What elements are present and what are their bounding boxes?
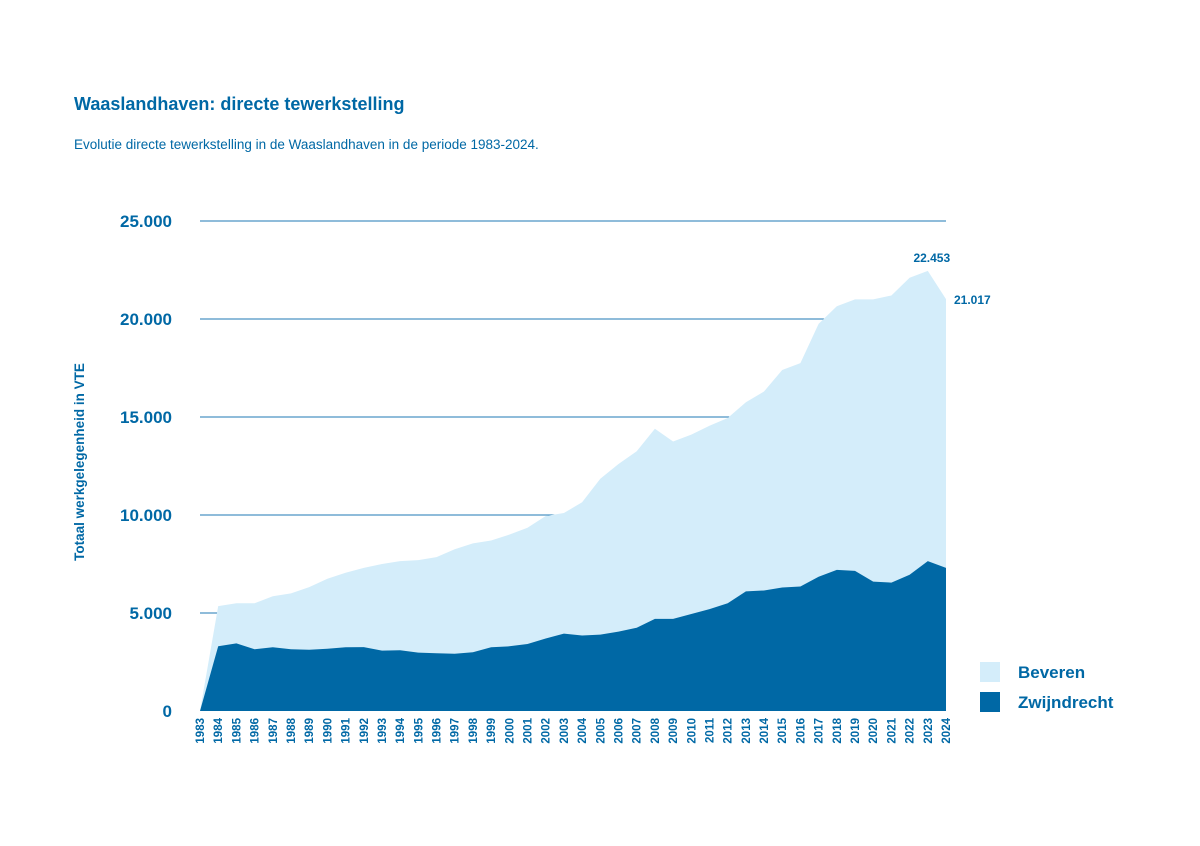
x-tick-label: 2001	[523, 717, 535, 743]
x-tick-label: 1998	[468, 717, 480, 743]
x-tick-label: 2007	[632, 718, 644, 744]
x-tick-label: 1992	[359, 718, 371, 744]
y-tick-label: 0	[163, 702, 172, 721]
x-tick-label: 2016	[795, 718, 807, 744]
x-tick-label: 2012	[723, 718, 735, 744]
x-tick-label: 2008	[650, 717, 662, 743]
x-tick-label: 1993	[377, 718, 389, 744]
x-axis-ticks: 1983 1984 1985 1986 1987 1988 1989 1990 1991 1992…	[195, 717, 953, 743]
x-tick-label: 1994	[395, 717, 407, 743]
x-tick-label: 1988	[286, 717, 298, 743]
x-tick-label: 1996	[432, 718, 444, 744]
x-tick-label: 1987	[268, 718, 280, 744]
x-tick-label: 2020	[868, 718, 880, 744]
x-tick-label: 2021	[886, 717, 898, 743]
x-tick-label: 2015	[777, 717, 789, 743]
data-label: 21.017	[954, 293, 991, 307]
legend-label: Beveren	[1018, 663, 1085, 682]
x-tick-label: 2013	[741, 718, 753, 744]
x-tick-label: 2014	[759, 717, 771, 743]
x-tick-label: 1995	[413, 717, 425, 743]
x-tick-label: 2024	[941, 717, 953, 743]
x-tick-label: 1999	[486, 718, 498, 744]
data-labels: 22.453 21.017	[913, 251, 991, 307]
chart-areas	[200, 270, 946, 711]
legend-swatch	[980, 662, 1000, 682]
x-tick-label: 2005	[595, 717, 607, 743]
x-tick-label: 2017	[814, 718, 826, 744]
x-tick-label: 2022	[905, 718, 917, 744]
legend-label: Zwijndrecht	[1018, 693, 1114, 712]
chart-subtitle: Evolutie directe tewerkstelling in de Wa…	[74, 137, 539, 152]
x-tick-label: 2003	[559, 718, 571, 744]
legend-swatch	[980, 692, 1000, 712]
x-tick-label: 1997	[450, 718, 462, 744]
x-tick-label: 2018	[832, 717, 844, 743]
x-tick-label: 1989	[304, 718, 316, 744]
x-tick-label: 2002	[541, 718, 553, 744]
x-tick-label: 2004	[577, 717, 589, 743]
x-tick-label: 2009	[668, 718, 680, 744]
y-tick-label: 5.000	[129, 604, 172, 623]
y-tick-label: 15.000	[120, 408, 172, 427]
x-tick-label: 1986	[250, 718, 262, 744]
legend: Beveren Zwijndrecht	[980, 662, 1114, 712]
x-tick-label: 1985	[231, 717, 243, 743]
area-zwijndrecht	[200, 561, 946, 711]
y-axis-ticks: 0 5.000 10.000 15.000 20.000 25.000	[120, 212, 172, 721]
x-tick-label: 2011	[704, 717, 716, 743]
x-tick-label: 1991	[341, 717, 353, 743]
x-tick-label: 2000	[504, 718, 516, 744]
y-axis-label: Totaal werkgelegenheid in VTE	[72, 363, 87, 561]
chart-title: Waaslandhaven: directe tewerkstelling	[74, 94, 405, 114]
x-tick-label: 1983	[195, 718, 207, 744]
y-tick-label: 20.000	[120, 310, 172, 329]
y-tick-label: 25.000	[120, 212, 172, 231]
x-tick-label: 2023	[923, 718, 935, 744]
y-tick-label: 10.000	[120, 506, 172, 525]
x-tick-label: 2019	[850, 718, 862, 744]
data-label: 22.453	[913, 251, 950, 265]
x-tick-label: 2010	[686, 718, 698, 744]
x-tick-label: 1984	[213, 717, 225, 743]
x-tick-label: 1990	[322, 718, 334, 744]
x-tick-label: 2006	[613, 718, 625, 744]
